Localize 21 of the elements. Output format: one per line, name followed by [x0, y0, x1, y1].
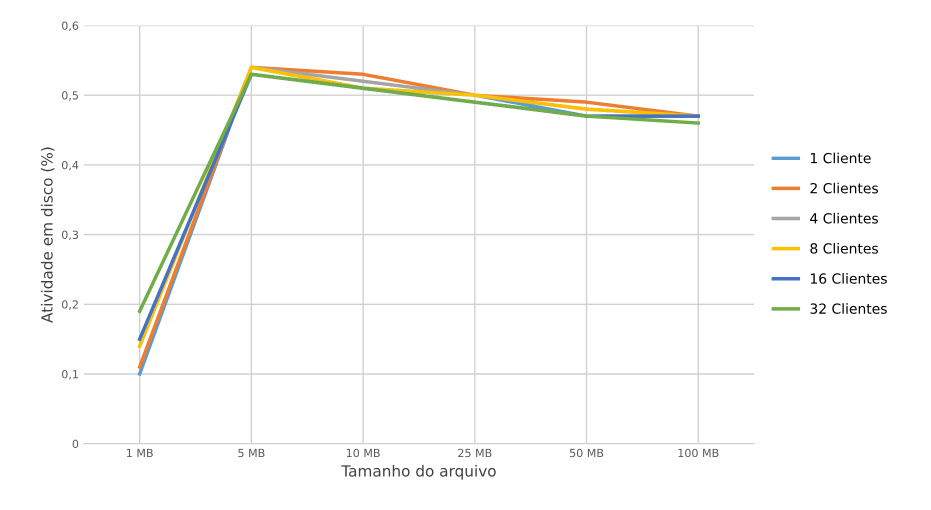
y-tick-label: 0	[72, 440, 78, 448]
y-tick-label: 0,4	[62, 160, 78, 170]
y-tick-label: 0,2	[62, 300, 78, 310]
y-tick-label: 0,3	[62, 230, 78, 240]
legend-label: 2 Clientes	[810, 182, 878, 194]
x-tick-label: 50 MB	[570, 448, 604, 458]
y-tick-label: 0,1	[62, 370, 78, 380]
x-axis-title: Tamanho do arquivo	[341, 464, 496, 480]
x-tick-label: 1 MB	[126, 448, 153, 458]
legend-label: 32 Clientes	[810, 303, 887, 314]
legend-label: 1 Cliente	[810, 152, 871, 164]
legend-label: 4 Clientes	[810, 212, 878, 224]
y-tick-label: 0,5	[62, 91, 78, 101]
legend-label: 16 Clientes	[810, 273, 887, 284]
x-tick-label: 5 MB	[238, 448, 264, 458]
y-tick-label: 0,6	[62, 21, 78, 32]
x-tick-label: 10 MB	[346, 448, 380, 458]
legend-label: 8 Clientes	[810, 242, 878, 254]
y-axis-title: Atividade em disco (%)	[40, 148, 55, 323]
x-tick-label: 100 MB	[678, 448, 718, 458]
x-tick-label: 25 MB	[458, 448, 492, 458]
